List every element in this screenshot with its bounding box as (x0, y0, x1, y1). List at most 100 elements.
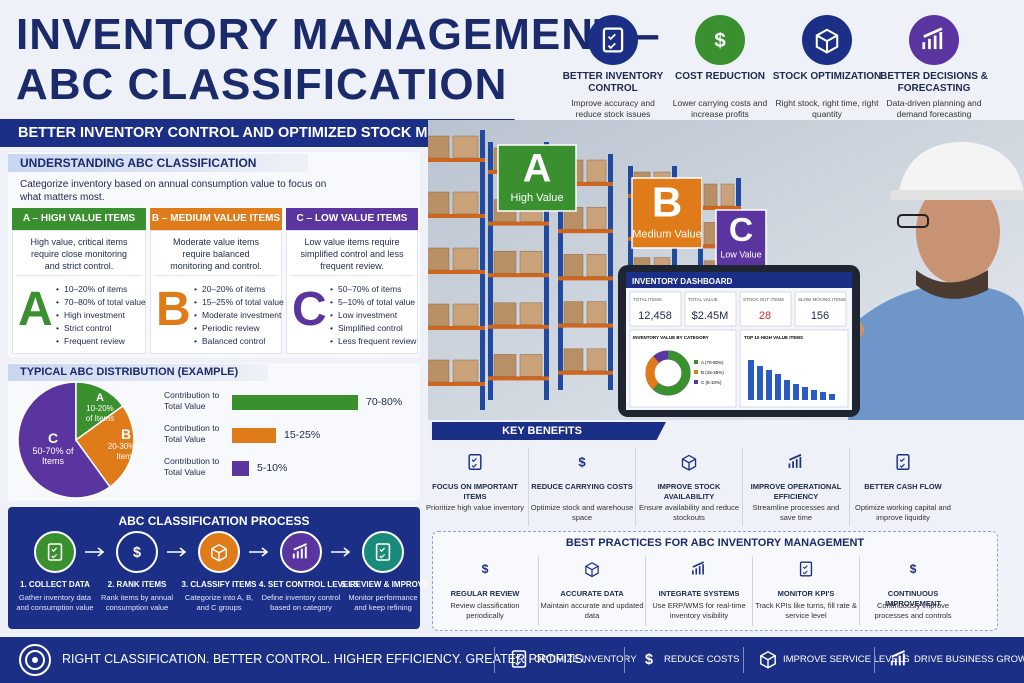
box (452, 303, 479, 327)
shelf-beam (558, 323, 613, 328)
sign (497, 144, 577, 212)
practice-icon (799, 561, 813, 577)
key-benefit-title: BETTER CASH FLOW (864, 482, 942, 491)
benefit-icon (468, 454, 482, 470)
class-header-bar (286, 208, 418, 230)
dash-bar (820, 392, 826, 400)
step-title: 5. REVIEW & IMPROVE (341, 580, 429, 589)
class-description: High value, critical items require close… (30, 237, 128, 271)
footer-item-icon (890, 650, 905, 666)
icon-part (681, 454, 697, 471)
icon-part (898, 141, 1024, 195)
class-bullet: High investment (56, 310, 125, 320)
shelf-beam (428, 382, 485, 386)
icon-part (375, 543, 391, 561)
icon-part (799, 561, 813, 577)
benefit-title: BETTER INVENTORY CONTROL (562, 71, 664, 94)
icon-part: $ (910, 562, 917, 576)
box (563, 301, 584, 324)
distribution-pie (17, 381, 135, 499)
icon-part (471, 457, 477, 468)
row-label: Contribution to Total Value (164, 423, 220, 444)
icon-part: $ (133, 545, 141, 561)
icon-part (167, 547, 187, 557)
icon-part (47, 543, 63, 561)
kpi-card (629, 291, 682, 327)
icon-part (47, 543, 63, 561)
icon-part (802, 565, 808, 575)
practice-title: CONTINUOUS IMPROVEMENT (885, 589, 941, 608)
benefit-icon (681, 454, 697, 471)
icon-part (607, 33, 616, 50)
icon-part: $ (578, 454, 586, 469)
icon-part (922, 27, 943, 50)
icon-part: $ (482, 562, 489, 576)
benefit-icon (909, 15, 959, 65)
icon-part (585, 562, 599, 578)
divider (528, 448, 529, 526)
dashboard-title: INVENTORY DASHBOARD (632, 277, 733, 286)
box (452, 135, 479, 159)
icon-part (25, 650, 45, 670)
footer-icon (19, 644, 51, 676)
icon-part: $ (482, 562, 489, 576)
box (428, 247, 450, 271)
kpi-label: TOTAL ITEMS (633, 297, 662, 302)
icon-part (788, 453, 802, 468)
class-bullet: 10–20% of items (56, 284, 127, 294)
icon-part (890, 190, 1024, 200)
footer-item: IMPROVE SERVICE LEVELS (783, 654, 910, 665)
box (720, 183, 735, 207)
divider (494, 647, 495, 673)
kpi-label: SLOW MOVING ITEMS (798, 297, 846, 302)
row-label: Contribution to Total Value (164, 390, 220, 411)
step-icon (362, 531, 404, 573)
icon-part (331, 547, 351, 557)
kpi-card (794, 291, 847, 327)
icon-part (788, 453, 802, 468)
icon-part (375, 543, 391, 561)
section-heading: BEST PRACTICES FOR ABC INVENTORY MANAGEM… (565, 537, 865, 549)
dash-bar (829, 394, 835, 400)
step-title: 4. SET CONTROL LEVELS (259, 580, 359, 589)
icon-part (362, 531, 404, 573)
box (493, 354, 517, 377)
divider (859, 556, 860, 626)
icon-part (922, 27, 943, 50)
benefit-icon: $ (695, 15, 745, 65)
key-benefit-title: REDUCE CARRYING COSTS (531, 482, 633, 491)
icon-part (588, 15, 638, 65)
kpi-value: 28 (759, 310, 771, 322)
box (452, 247, 479, 271)
shelf-beam (428, 270, 485, 274)
class-bullet: 50–70% of items (330, 284, 401, 294)
box (586, 301, 607, 324)
icon-part: $ (578, 454, 586, 469)
kpi-value: 156 (811, 310, 829, 322)
dash-bar (802, 387, 808, 400)
dash-bar (793, 384, 799, 400)
icon-part (292, 543, 307, 559)
practice-title: REGULAR REVIEW (450, 589, 520, 598)
icon-part (51, 547, 58, 559)
divider (743, 647, 744, 673)
footer-item-icon (760, 650, 776, 669)
subtitle: BETTER INVENTORY CONTROL AND OPTIMIZED S… (18, 125, 521, 141)
divider (645, 556, 646, 626)
box (428, 359, 450, 383)
footer-slogan: RIGHT CLASSIFICATION. BETTER CONTROL. HI… (62, 652, 587, 666)
dash-bar (784, 380, 790, 400)
class-bullet: Frequent review (56, 336, 125, 346)
benefit-icon: $ (578, 454, 586, 469)
icon-part (760, 650, 776, 669)
class-header: B – MEDIUM VALUE ITEMS (151, 213, 281, 224)
icon-part (515, 654, 522, 666)
box (703, 222, 718, 245)
icon-part (681, 454, 697, 471)
icon-part (695, 15, 745, 65)
sign-label: Low Value (720, 250, 761, 260)
shelf-beam (488, 273, 549, 278)
practice-text: Continuously improve processes and contr… (874, 601, 952, 620)
